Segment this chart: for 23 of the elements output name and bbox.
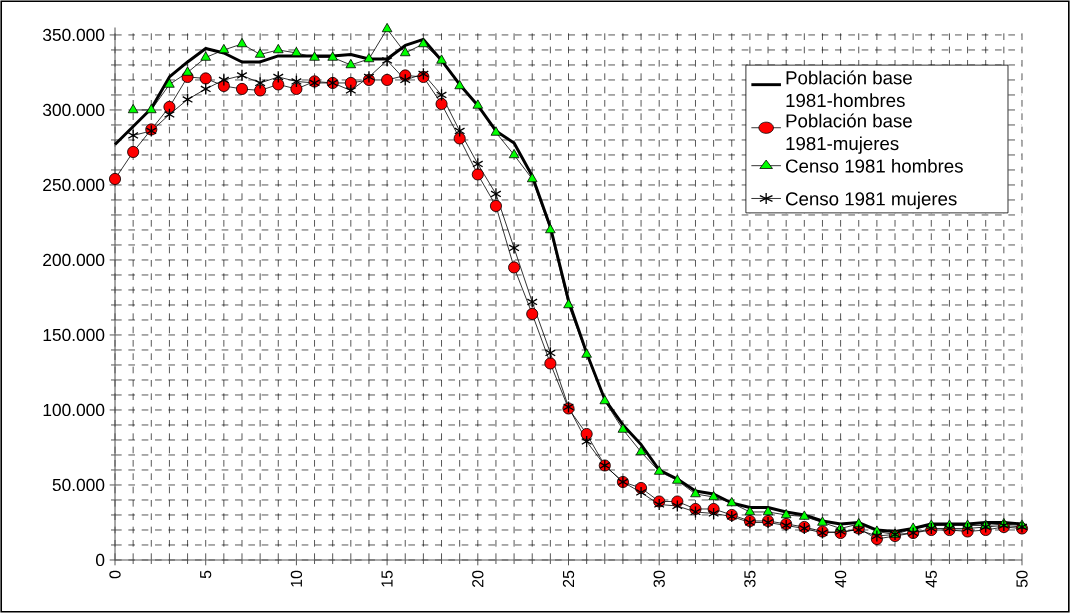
x-tick-label: 40	[834, 570, 847, 588]
y-tick-label: 250.000	[43, 178, 105, 192]
legend-label: Censo 1981 mujeres	[786, 191, 957, 210]
y-tick-label: 50.000	[52, 478, 105, 492]
x-tick-label: 10	[290, 570, 303, 587]
y-tick-label: 0	[95, 553, 105, 567]
y-tick-label: 150.000	[43, 328, 105, 342]
legend-label: Censo 1981 hombres	[786, 158, 963, 173]
x-tick-label: 35	[744, 570, 756, 588]
x-tick-label: 45	[925, 570, 937, 588]
x-tick-label: 0	[109, 570, 121, 579]
y-tick-label: 200.000	[43, 253, 105, 267]
y-tick-label: 300.000	[42, 103, 105, 117]
x-tick-label: 50	[1016, 570, 1028, 588]
x-tick-label: 20	[472, 570, 484, 588]
y-tick-label: 350.000	[42, 28, 105, 42]
x-tick-label: 30	[653, 570, 665, 588]
x-tick-label: 25	[562, 570, 575, 588]
y-tick-label: 100.000	[43, 403, 105, 417]
legend-label: Población base 1981-hombres	[786, 70, 912, 108]
legend-label: Población base 1981-mujeres	[786, 113, 912, 154]
x-tick-label: 15	[381, 570, 393, 587]
x-tick-label: 5	[200, 570, 212, 579]
